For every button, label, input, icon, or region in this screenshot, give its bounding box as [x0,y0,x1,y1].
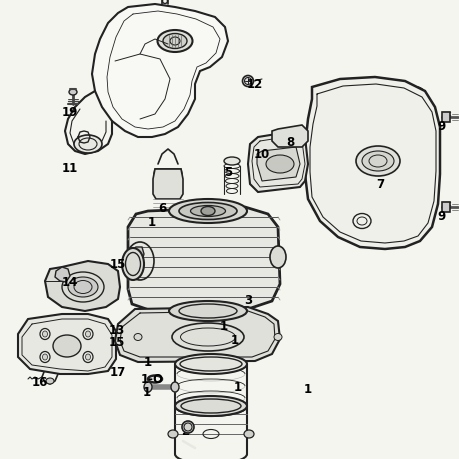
Polygon shape [128,207,280,311]
Text: 9: 9 [437,120,445,133]
Ellipse shape [68,277,98,297]
Ellipse shape [265,156,293,174]
Ellipse shape [74,136,102,154]
Polygon shape [257,148,299,182]
Text: 8: 8 [285,136,293,149]
Ellipse shape [224,157,240,166]
Text: 5: 5 [224,166,232,179]
Polygon shape [153,170,183,200]
Ellipse shape [168,302,246,321]
Polygon shape [304,78,439,249]
Text: 1: 1 [230,333,239,346]
Polygon shape [247,132,308,193]
Text: 11: 11 [62,161,78,174]
Text: 16: 16 [32,375,48,389]
Text: 19: 19 [62,105,78,118]
Polygon shape [130,247,144,262]
Ellipse shape [162,34,187,50]
Ellipse shape [182,421,194,433]
Polygon shape [18,314,116,374]
Ellipse shape [42,331,47,337]
Polygon shape [45,262,120,311]
Ellipse shape [168,430,178,438]
Text: 1-O: 1-O [140,373,163,386]
Ellipse shape [361,151,393,172]
Text: 2: 2 [180,425,189,437]
Ellipse shape [134,334,142,341]
Polygon shape [271,126,308,148]
Text: 7: 7 [375,178,383,191]
Ellipse shape [269,246,285,269]
Text: 15: 15 [110,258,126,271]
Text: 10: 10 [253,147,269,160]
Ellipse shape [85,354,90,360]
Ellipse shape [69,90,77,96]
Text: 1: 1 [234,381,241,394]
Ellipse shape [179,203,236,220]
Ellipse shape [168,200,246,224]
Text: 12: 12 [246,77,263,90]
Ellipse shape [274,334,281,341]
Ellipse shape [122,248,144,280]
Text: 17: 17 [110,366,126,379]
Polygon shape [441,202,449,213]
Text: 1: 1 [144,355,152,368]
Polygon shape [92,5,228,138]
Ellipse shape [157,31,192,53]
Ellipse shape [144,382,151,392]
Text: 6: 6 [157,201,166,214]
Polygon shape [441,113,449,123]
Ellipse shape [201,207,214,216]
Text: 9: 9 [437,210,445,223]
Text: 1: 1 [219,319,228,332]
Text: 3: 3 [243,293,252,306]
Ellipse shape [85,331,90,337]
Ellipse shape [355,147,399,177]
Text: 13: 13 [109,323,125,336]
Text: 14: 14 [62,275,78,288]
Ellipse shape [53,335,81,357]
Ellipse shape [174,354,246,374]
Ellipse shape [243,430,253,438]
Text: 15: 15 [109,335,125,348]
Text: 1: 1 [303,383,311,396]
Text: 1: 1 [143,386,151,398]
Polygon shape [55,268,70,282]
Ellipse shape [174,396,246,416]
Ellipse shape [203,359,212,366]
Ellipse shape [46,378,54,384]
Polygon shape [115,308,280,362]
Text: 1: 1 [148,215,156,228]
Ellipse shape [203,309,212,316]
Ellipse shape [42,354,47,360]
Ellipse shape [190,206,225,217]
Ellipse shape [242,76,253,87]
Ellipse shape [171,382,179,392]
